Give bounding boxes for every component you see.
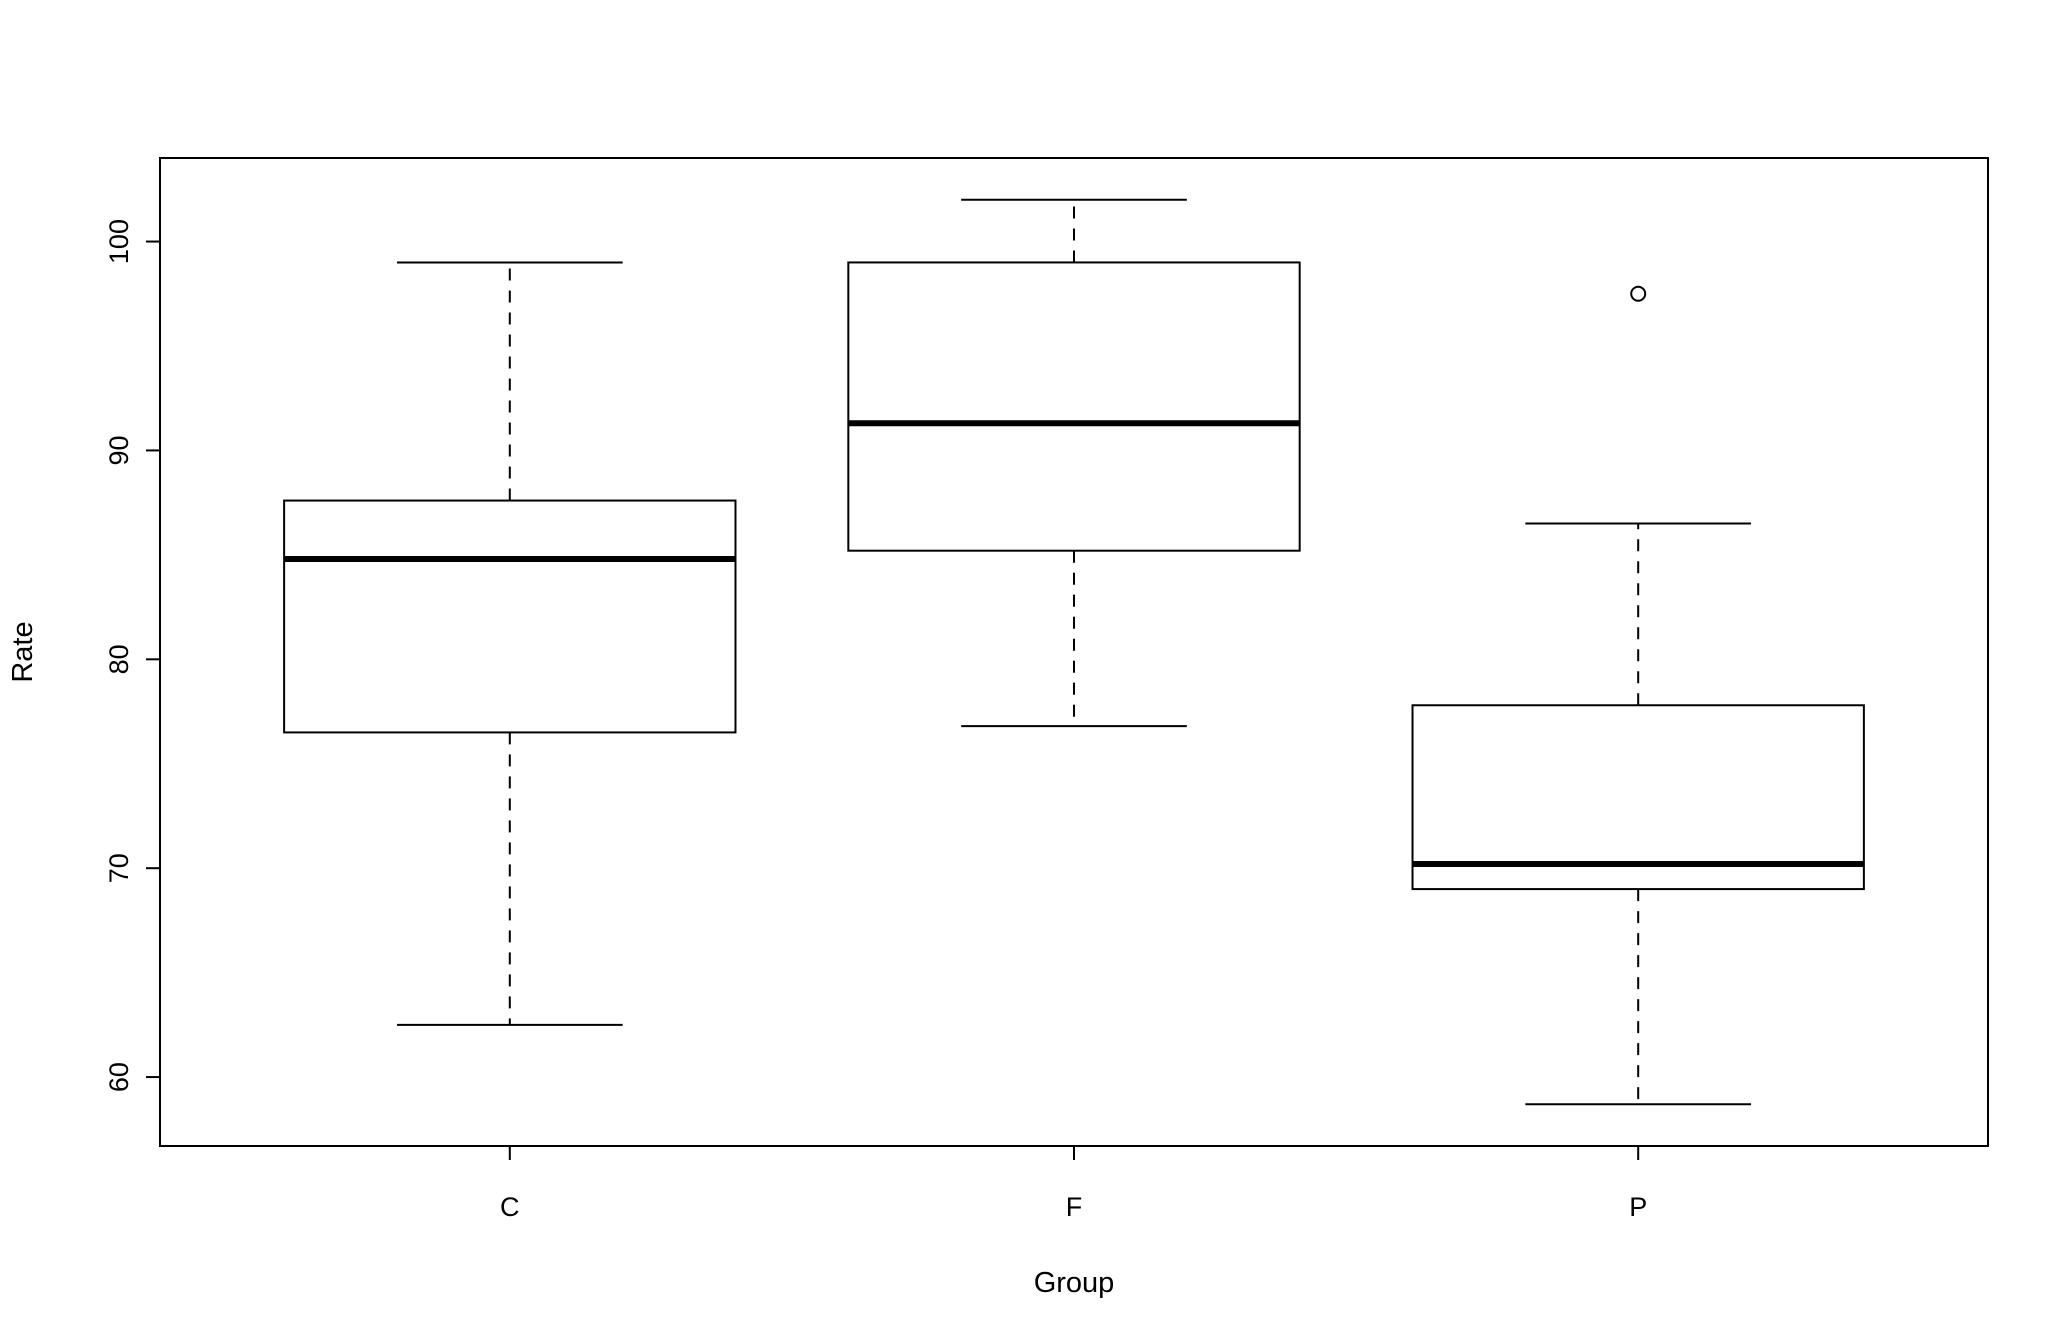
box-iqr — [847, 261, 1301, 552]
x-category-label: C — [500, 1192, 520, 1222]
x-category-label: P — [1629, 1192, 1647, 1222]
x-axis-title: Group — [1034, 1267, 1115, 1299]
outlier-point — [1630, 285, 1647, 302]
box-iqr — [283, 499, 737, 734]
y-tick-label: 70 — [104, 853, 134, 883]
y-tick-label: 60 — [104, 1062, 134, 1092]
y-tick-label: 80 — [104, 644, 134, 674]
y-axis-title: Rate — [7, 621, 39, 682]
x-category-label: F — [1066, 1192, 1083, 1222]
box-iqr — [1411, 704, 1865, 891]
y-tick-label: 100 — [104, 219, 134, 264]
y-tick-label: 90 — [104, 435, 134, 465]
plot-area: 60 70 80 90 100 C F P — [104, 157, 1989, 1222]
